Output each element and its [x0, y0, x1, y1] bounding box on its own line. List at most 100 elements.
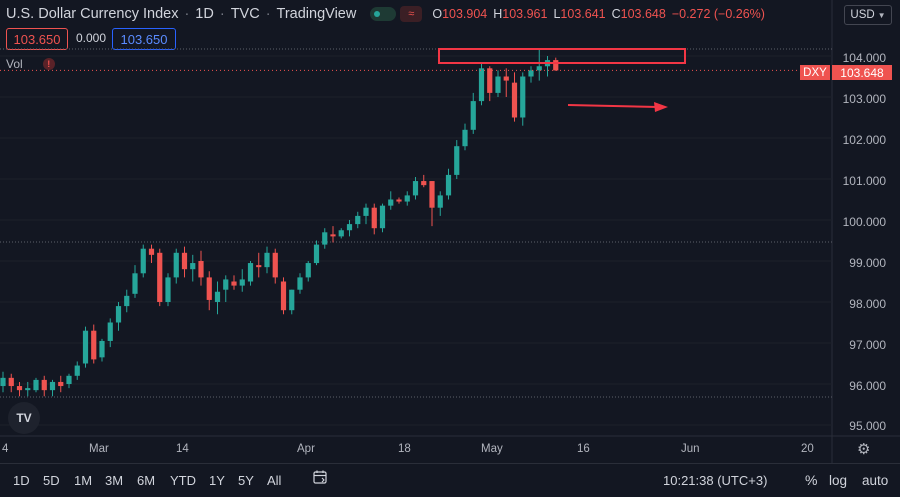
range-button-1d[interactable]: 1D [13, 473, 30, 488]
candle[interactable] [91, 324, 97, 364]
candle[interactable] [74, 361, 80, 380]
candle[interactable] [379, 203, 386, 233]
candle[interactable] [503, 68, 509, 97]
warning-icon[interactable]: ! [42, 58, 55, 70]
candle[interactable] [272, 248, 278, 284]
candle[interactable] [206, 271, 212, 311]
candle[interactable] [520, 72, 526, 126]
candle[interactable] [470, 92, 476, 134]
auto-scale-button[interactable]: auto [862, 473, 889, 488]
range-button-6m[interactable]: 6M [137, 473, 156, 488]
candle[interactable] [429, 181, 435, 227]
candle[interactable] [396, 197, 402, 204]
range-button-5y[interactable]: 5Y [238, 473, 254, 488]
candle[interactable] [33, 377, 39, 393]
currency-label: USD [850, 9, 875, 21]
candle[interactable] [437, 191, 443, 216]
candle[interactable] [58, 375, 64, 393]
candle[interactable] [280, 277, 287, 315]
currency-selector[interactable]: USD ▼ [844, 5, 892, 25]
candle[interactable] [247, 261, 254, 286]
candle-body [214, 291, 221, 302]
candle[interactable] [330, 226, 336, 243]
candle[interactable] [412, 176, 419, 200]
clock-timezone[interactable]: 10:21:38 (UTC+3) [663, 473, 768, 488]
candle[interactable] [462, 123, 468, 151]
candle[interactable] [404, 191, 410, 206]
candle[interactable] [511, 72, 518, 122]
volume-indicator[interactable]: Vol ! [6, 57, 55, 71]
candle[interactable] [355, 211, 361, 229]
candle[interactable] [82, 326, 89, 368]
range-button-1m[interactable]: 1M [74, 473, 93, 488]
candle[interactable] [544, 56, 551, 77]
candle[interactable] [107, 318, 113, 348]
market-status-toggle[interactable] [370, 7, 397, 21]
candle[interactable] [165, 273, 171, 307]
candle[interactable] [173, 248, 179, 284]
candle[interactable] [49, 379, 56, 397]
candle[interactable] [0, 371, 6, 393]
calendar-icon[interactable] [313, 470, 327, 484]
candle[interactable] [388, 191, 394, 210]
candle[interactable] [338, 228, 344, 239]
range-button-5d[interactable]: 5D [43, 473, 60, 488]
candle[interactable] [487, 66, 493, 102]
candle[interactable] [115, 302, 122, 331]
candle[interactable] [421, 174, 427, 188]
candle[interactable] [8, 373, 14, 393]
price-tick: 100.000 [842, 215, 886, 229]
candle-body [190, 263, 196, 270]
candle[interactable] [140, 244, 146, 278]
candle[interactable] [25, 381, 31, 397]
candle-body [330, 234, 336, 237]
wave-icon[interactable]: ≈ [400, 6, 423, 22]
candle[interactable] [536, 49, 542, 81]
candle[interactable] [445, 168, 452, 200]
candle[interactable] [16, 381, 23, 397]
candle[interactable] [256, 252, 262, 278]
candle-body [495, 76, 501, 93]
candle[interactable] [181, 246, 188, 278]
candle[interactable] [41, 375, 47, 397]
gear-icon[interactable]: ⚙ [857, 441, 871, 458]
candle[interactable] [297, 273, 303, 294]
tradingview-logo[interactable]: TV [8, 402, 40, 434]
range-button-all[interactable]: All [267, 473, 282, 488]
symbol-name[interactable]: U.S. Dollar Currency Index [6, 6, 179, 22]
candle[interactable] [198, 250, 204, 286]
candle[interactable] [289, 289, 295, 315]
candle[interactable] [454, 140, 460, 179]
candle[interactable] [214, 281, 221, 315]
candle[interactable] [346, 220, 353, 237]
candle[interactable] [190, 254, 196, 282]
candle[interactable] [305, 261, 311, 282]
candle[interactable] [478, 62, 485, 106]
range-button-ytd[interactable]: YTD [170, 473, 196, 488]
candle[interactable] [495, 70, 501, 97]
price-chart[interactable] [0, 0, 900, 463]
candle[interactable] [239, 269, 245, 292]
candle[interactable] [66, 373, 72, 389]
candle[interactable] [371, 203, 377, 235]
candle[interactable] [132, 265, 138, 298]
candle[interactable] [223, 275, 229, 302]
log-scale-button[interactable]: log [829, 473, 848, 488]
percent-scale-button[interactable]: % [805, 472, 818, 488]
candle[interactable] [363, 203, 369, 225]
range-button-3m[interactable]: 3M [105, 473, 124, 488]
annotation-arrow[interactable] [567, 104, 659, 108]
candle[interactable] [528, 66, 534, 83]
candle[interactable] [157, 248, 163, 307]
candle[interactable] [124, 289, 130, 313]
candle[interactable] [264, 246, 270, 274]
candle[interactable] [553, 57, 559, 71]
candle[interactable] [99, 338, 105, 362]
candle[interactable] [313, 240, 320, 266]
interval-label[interactable]: 1D [195, 6, 214, 22]
candle[interactable] [322, 228, 328, 249]
annotation-rectangle[interactable] [438, 48, 686, 64]
candle[interactable] [231, 275, 237, 290]
range-button-1y[interactable]: 1Y [209, 473, 225, 488]
candle[interactable] [148, 244, 155, 264]
